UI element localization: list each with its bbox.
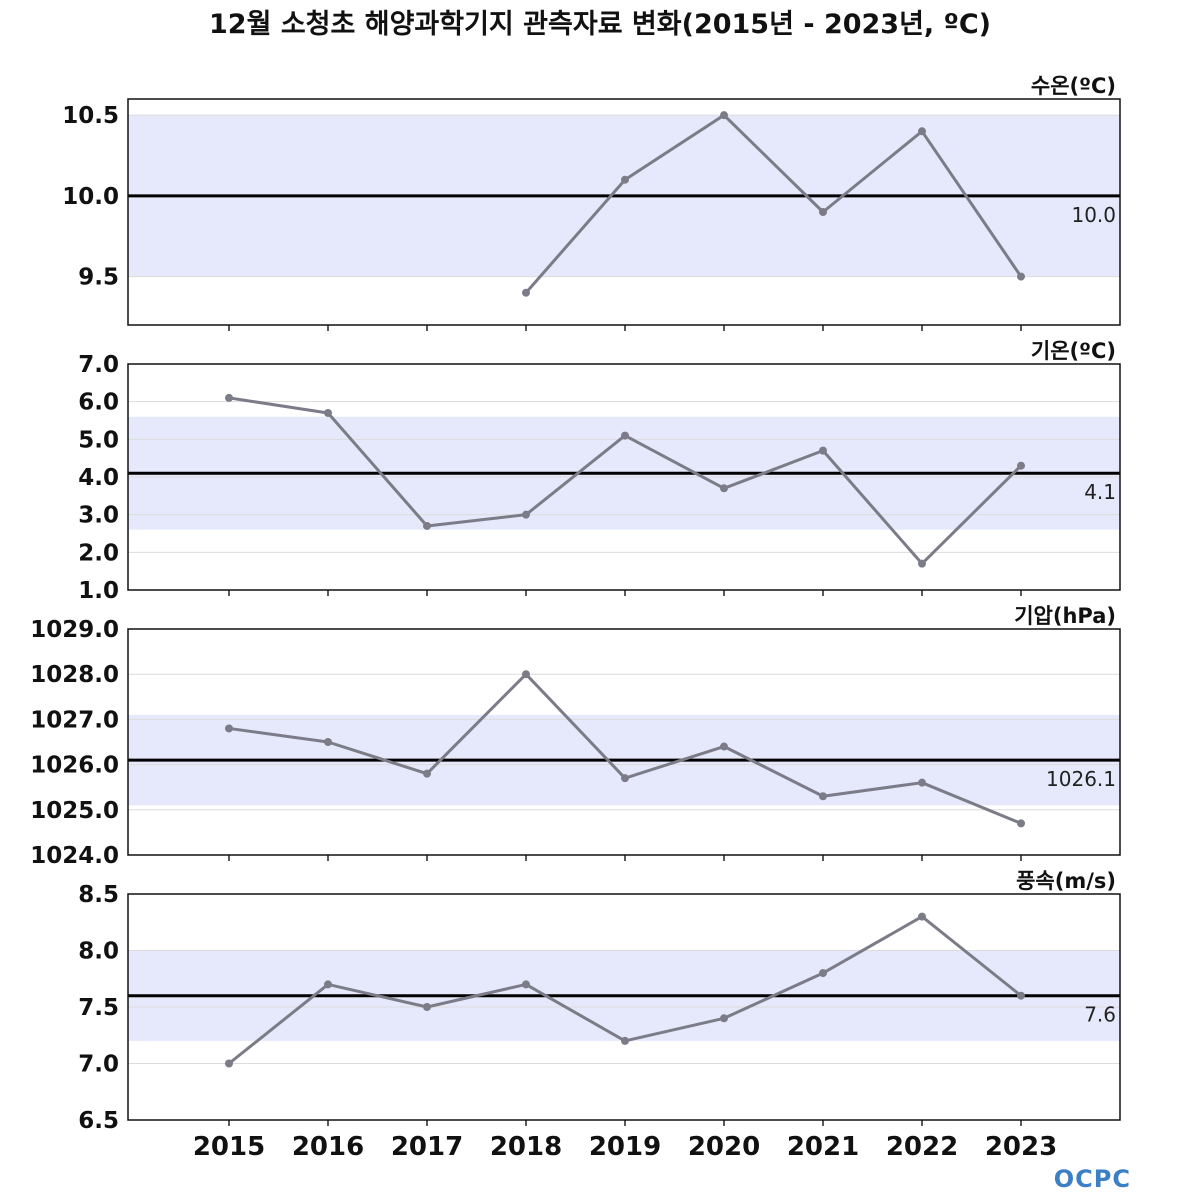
data-point bbox=[918, 778, 926, 787]
plot-frame bbox=[127, 628, 1121, 856]
y-tick-label: 1026.0 bbox=[30, 753, 119, 779]
ocpc-logo: OCPC bbox=[1054, 1165, 1131, 1193]
panel-title: 풍속(m/s) bbox=[1016, 869, 1116, 893]
y-tick-label: 8.5 bbox=[78, 882, 119, 908]
y-tick-label: 4.0 bbox=[78, 465, 119, 491]
y-tick-label: 7.5 bbox=[78, 995, 119, 1021]
y-tick-label: 1025.0 bbox=[30, 798, 119, 824]
y-tick-label: 10.5 bbox=[62, 103, 119, 129]
x-tick-label: 2018 bbox=[490, 1132, 562, 1162]
y-tick-label: 1029.0 bbox=[30, 617, 119, 643]
data-point bbox=[423, 1003, 431, 1011]
data-point bbox=[918, 912, 926, 921]
data-point bbox=[522, 670, 530, 679]
x-tick-label: 2015 bbox=[193, 1132, 265, 1162]
y-tick-label: 8.0 bbox=[78, 939, 119, 965]
panel-0: 9.5 10.0 10.5 10.0 수온(ºC) bbox=[62, 74, 1121, 331]
data-point bbox=[621, 1036, 629, 1045]
data-point bbox=[225, 393, 233, 402]
y-tick-label: 6.5 bbox=[78, 1108, 119, 1134]
mean-value-label: 10.0 bbox=[1071, 203, 1116, 227]
y-tick-label: 3.0 bbox=[78, 503, 119, 529]
data-point bbox=[720, 742, 728, 751]
data-point bbox=[918, 559, 926, 568]
logo-text: OCPC bbox=[1054, 1165, 1131, 1193]
data-point bbox=[522, 980, 530, 989]
y-tick-label: 9.5 bbox=[78, 265, 119, 291]
data-point bbox=[1017, 991, 1025, 1000]
data-point bbox=[423, 521, 431, 530]
data-point bbox=[1017, 461, 1025, 470]
x-tick-label: 2022 bbox=[886, 1132, 958, 1162]
data-point bbox=[225, 724, 233, 733]
data-point bbox=[918, 127, 926, 136]
x-tick-label: 2019 bbox=[589, 1132, 661, 1162]
data-point bbox=[621, 774, 629, 783]
panel-2: 1024.0 1025.0 1026.0 1027.0 1028.0 1029.0 1026… bbox=[30, 604, 1121, 869]
x-tick-label: 2021 bbox=[787, 1132, 859, 1162]
chart-title: 12월 소청초 해양과학기지 관측자료 변화(2015년 - 2023년, ºC… bbox=[209, 9, 991, 40]
data-point bbox=[522, 510, 530, 519]
x-tick-label: 2017 bbox=[391, 1132, 463, 1162]
data-point bbox=[819, 446, 827, 455]
y-tick-label: 10.0 bbox=[62, 184, 119, 210]
y-tick-label: 5.0 bbox=[78, 427, 119, 453]
mean-value-label: 1026.1 bbox=[1046, 767, 1116, 791]
plot-frame bbox=[127, 893, 1121, 1121]
plot-frame bbox=[127, 363, 1121, 591]
panel-3: 6.5 7.0 7.5 8.0 8.5 7.6 풍속(m/s) 2015 2016 2017 201… bbox=[78, 869, 1121, 1162]
y-tick-label: 7.0 bbox=[78, 352, 119, 378]
y-tick-label: 1024.0 bbox=[30, 843, 119, 869]
y-tick-label: 1.0 bbox=[78, 578, 119, 604]
data-point bbox=[720, 111, 728, 120]
data-point bbox=[225, 1059, 233, 1068]
plot-frame bbox=[127, 98, 1121, 326]
data-point bbox=[819, 969, 827, 978]
x-tick-label: 2016 bbox=[292, 1132, 364, 1162]
data-point bbox=[1017, 819, 1025, 828]
data-point bbox=[819, 792, 827, 801]
data-point bbox=[819, 208, 827, 216]
data-point bbox=[621, 431, 629, 440]
panel-title: 기온(ºC) bbox=[1031, 339, 1116, 363]
y-tick-label: 2.0 bbox=[78, 540, 119, 566]
data-point bbox=[720, 1014, 728, 1023]
y-tick-label: 1027.0 bbox=[30, 707, 119, 733]
data-point bbox=[522, 288, 530, 297]
x-tick-label: 2020 bbox=[688, 1132, 760, 1162]
series-line bbox=[524, 113, 1023, 294]
x-tick-label: 2023 bbox=[985, 1132, 1057, 1162]
data-point bbox=[621, 175, 629, 184]
panel-1: 1.0 2.0 3.0 4.0 5.0 6.0 7.0 4.1 기온(ºC) bbox=[78, 339, 1121, 604]
panel-title: 수온(ºC) bbox=[1031, 74, 1116, 98]
data-point bbox=[720, 484, 728, 493]
y-tick-label: 7.0 bbox=[78, 1052, 119, 1078]
data-point bbox=[324, 738, 332, 746]
data-point bbox=[324, 980, 332, 989]
y-tick-label: 6.0 bbox=[78, 390, 119, 416]
chart-panels: 9.5 10.0 10.5 10.0 수온(ºC) 1.0 2.0 3.0 4.0 5.0 6.0 7… bbox=[30, 74, 1121, 1162]
data-point bbox=[423, 769, 431, 778]
mean-value-label: 4.1 bbox=[1084, 480, 1116, 504]
panel-title: 기압(hPa) bbox=[1014, 604, 1116, 628]
data-point bbox=[1017, 272, 1025, 281]
y-tick-label: 1028.0 bbox=[30, 662, 119, 688]
mean-value-label: 7.6 bbox=[1084, 1003, 1116, 1027]
data-point bbox=[324, 408, 332, 417]
